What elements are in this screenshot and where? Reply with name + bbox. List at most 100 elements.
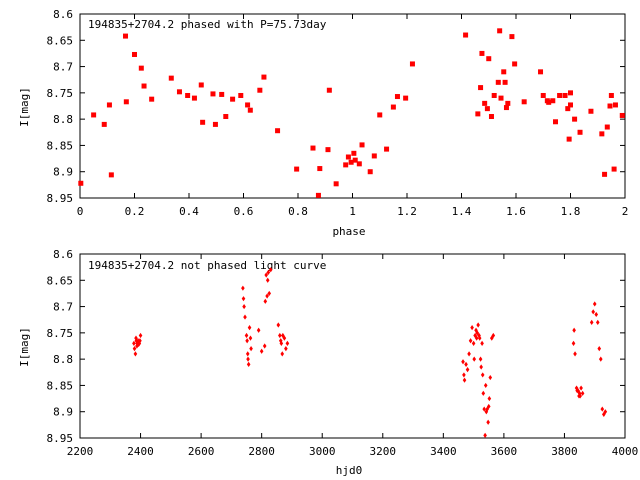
data-point [568, 90, 573, 96]
data-point [495, 79, 501, 85]
data-point [275, 128, 281, 134]
data-point [476, 322, 480, 328]
data-point [612, 102, 618, 108]
data-point [604, 124, 610, 130]
data-point [198, 82, 204, 88]
y-tick-label: 8.6 [53, 248, 73, 261]
data-point [574, 385, 579, 391]
data-point [468, 338, 473, 344]
x-tick-label: 1.6 [506, 205, 526, 218]
data-point [230, 96, 236, 102]
data-point [566, 136, 572, 142]
data-point [325, 147, 331, 153]
x-tick-label: 3600 [491, 445, 518, 458]
data-point [477, 332, 481, 339]
x-tick-label: 4000 [612, 445, 639, 458]
data-point [512, 61, 518, 67]
data-point [132, 340, 136, 346]
data-point [108, 172, 114, 178]
plot-frame [79, 253, 626, 439]
data-point [497, 28, 503, 34]
data-point [568, 102, 573, 108]
data-point [266, 269, 271, 275]
data-point [367, 169, 373, 175]
y-tick-label: 8.65 [47, 274, 74, 287]
y-tick-label: 8.7 [53, 61, 73, 74]
data-point [294, 166, 300, 172]
data-point [268, 267, 273, 273]
data-point [106, 102, 112, 108]
x-tick-label: 0.4 [179, 205, 199, 218]
data-point [538, 69, 544, 75]
data-point [577, 129, 583, 135]
data-point [282, 335, 287, 341]
data-point [546, 99, 552, 105]
data-point [409, 61, 415, 67]
data-point [477, 335, 482, 341]
data-point [132, 346, 137, 352]
data-point [176, 89, 182, 95]
data-point [484, 106, 490, 112]
data-point [310, 145, 316, 151]
data-point [247, 107, 253, 113]
data-point [576, 388, 580, 394]
data-point [191, 95, 197, 101]
data-point [491, 332, 496, 339]
data-point [502, 79, 508, 85]
data-point [480, 372, 485, 378]
data-point [403, 95, 409, 101]
data-point [168, 75, 174, 81]
phased-light-curve-panel: 194835+2704.2 phased with P=75.73day pha… [18, 8, 628, 238]
data-point [238, 92, 244, 98]
data-point [138, 332, 143, 339]
data-point [465, 367, 470, 373]
data-point [607, 103, 613, 109]
data-point [474, 335, 479, 341]
x-tick-label: 0.8 [288, 205, 308, 218]
data-point [137, 340, 142, 346]
data-point [562, 92, 568, 98]
y-tick-label: 8.95 [47, 192, 74, 205]
data-point [589, 319, 594, 325]
data-point [394, 94, 400, 100]
data-point [249, 346, 253, 352]
x-tick-label: 2 [622, 205, 629, 218]
data-point [483, 432, 487, 438]
data-point [241, 285, 245, 291]
data-point [351, 150, 357, 156]
x-tick-label: 3800 [551, 445, 578, 458]
data-point [487, 395, 492, 402]
chart-title: 194835+2704.2 phased with P=75.73day [88, 18, 327, 31]
y-tick-label: 8.7 [53, 301, 73, 314]
data-point [245, 102, 251, 108]
data-point [491, 92, 497, 98]
data-point [521, 99, 527, 105]
plot-frame [79, 13, 626, 199]
x-tick-label: 2400 [127, 445, 154, 458]
data-point [223, 114, 229, 120]
data-point [483, 382, 488, 389]
data-point [553, 119, 559, 125]
data-point [594, 311, 599, 318]
data-point [498, 95, 504, 101]
data-point [478, 356, 483, 362]
data-point [600, 406, 605, 412]
data-point [462, 377, 467, 383]
data-point [540, 92, 546, 98]
data-point [91, 112, 97, 118]
y-tick-label: 8.75 [47, 327, 74, 340]
data-point [257, 87, 263, 93]
data-point [245, 351, 250, 357]
data-point [185, 92, 191, 98]
y-tick-label: 8.85 [47, 379, 74, 392]
x-tick-label: 1.4 [452, 205, 472, 218]
data-point [264, 272, 269, 278]
data-point [488, 374, 493, 381]
data-point [101, 121, 107, 127]
data-point [133, 351, 138, 357]
data-point [212, 121, 218, 127]
data-point [246, 361, 251, 367]
data-point [591, 309, 596, 315]
data-point [244, 332, 249, 339]
